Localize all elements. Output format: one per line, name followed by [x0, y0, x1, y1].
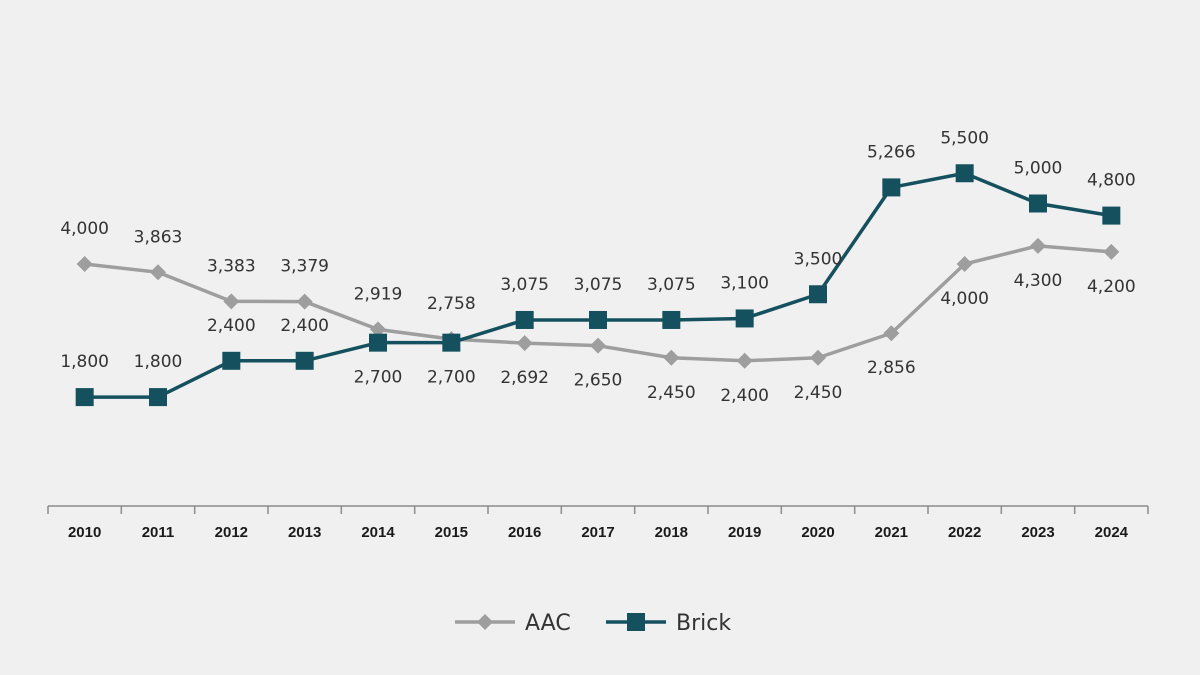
x-tick-label-2016: 2016 [508, 524, 541, 541]
series-aac [76, 237, 1120, 369]
data-label-brick-2011: 1,800 [134, 352, 183, 372]
x-tick-label-2011: 2011 [142, 524, 175, 541]
data-point-brick-2023 [1029, 194, 1047, 213]
data-point-aac-2021 [883, 325, 900, 342]
data-point-brick-2017 [589, 310, 607, 329]
data-point-aac-2013 [296, 293, 313, 310]
data-label-aac-2014: 2,919 [354, 284, 403, 304]
data-point-brick-2013 [295, 351, 314, 370]
data-label-aac-2021: 2,856 [867, 358, 916, 378]
data-point-aac-2020 [810, 349, 826, 366]
legend-label-brick: Brick [676, 611, 731, 636]
x-tick-label-2017: 2017 [581, 524, 614, 541]
data-point-brick-2011 [149, 388, 167, 407]
data-point-brick-2019 [735, 309, 754, 328]
data-point-brick-2022 [955, 164, 974, 183]
data-point-brick-2021 [882, 178, 901, 197]
data-label-aac-2024: 4,200 [1087, 277, 1136, 297]
legend: AAC Brick [455, 611, 731, 636]
data-label-aac-2017: 2,650 [574, 371, 623, 391]
x-tick-label-2010: 2010 [68, 524, 101, 541]
data-point-aac-2010 [76, 256, 93, 272]
x-tick-label-2012: 2012 [215, 524, 248, 541]
x-axis: 2010 2011 2012 2013 2014 2015 2016 2017 2018 2019… [47, 505, 1149, 541]
data-labels: 4,000 3,863 3,383 3,379 2,919 2,758 2,692 2,650… [60, 128, 1135, 406]
data-point-aac-2024 [1103, 243, 1120, 260]
data-label-brick-2017: 3,075 [574, 275, 623, 295]
data-label-aac-2023: 4,300 [1014, 271, 1063, 291]
data-point-brick-2016 [515, 310, 534, 329]
plot-area [75, 164, 1121, 407]
data-label-aac-2020: 2,450 [794, 383, 843, 403]
data-label-aac-2013: 3,379 [280, 257, 329, 277]
data-label-brick-2010: 1,800 [60, 352, 109, 372]
data-label-aac-2011: 3,863 [134, 227, 183, 247]
data-label-brick-2014: 2,700 [354, 368, 403, 388]
data-point-aac-2019 [736, 352, 753, 369]
data-label-aac-2015: 2,758 [427, 294, 476, 314]
data-point-aac-2018 [663, 349, 680, 366]
x-tick-label-2015: 2015 [435, 524, 468, 541]
data-label-brick-2013: 2,400 [280, 316, 329, 336]
data-label-brick-2018: 3,075 [647, 275, 696, 295]
data-point-brick-2024 [1102, 206, 1121, 225]
data-label-brick-2022: 5,500 [940, 128, 989, 148]
x-tick-label-2023: 2023 [1021, 524, 1054, 541]
legend-label-aac: AAC [525, 611, 571, 636]
data-label-aac-2016: 2,692 [500, 368, 549, 388]
data-label-brick-2016: 3,075 [500, 275, 549, 295]
data-point-aac-2016 [516, 335, 533, 352]
data-point-aac-2011 [150, 264, 166, 281]
data-point-brick-2018 [662, 310, 681, 329]
data-point-brick-2014 [369, 333, 387, 352]
data-label-brick-2015: 2,700 [427, 368, 476, 388]
x-tick-label-2024: 2024 [1095, 524, 1129, 541]
legend-marker-brick [627, 613, 645, 631]
x-tick-label-2014: 2014 [361, 524, 395, 541]
data-label-brick-2024: 4,800 [1087, 171, 1136, 191]
data-point-brick-2012 [222, 351, 241, 370]
data-point-aac-2014 [370, 321, 386, 338]
data-label-brick-2023: 5,000 [1014, 159, 1063, 179]
x-tick-label-2013: 2013 [288, 524, 321, 541]
data-point-aac-2012 [223, 293, 240, 310]
x-tick-label-2022: 2022 [948, 524, 981, 541]
x-tick-label-2019: 2019 [728, 524, 761, 541]
data-label-aac-2018: 2,450 [647, 383, 696, 403]
data-label-aac-2019: 2,400 [720, 386, 769, 406]
x-tick-label-2020: 2020 [801, 524, 834, 541]
data-label-aac-2022: 4,000 [940, 289, 989, 309]
data-point-aac-2023 [1030, 237, 1046, 254]
x-tick-label-2021: 2021 [875, 524, 908, 541]
legend-item-brick: Brick [606, 611, 731, 636]
data-point-brick-2015 [442, 333, 461, 352]
series-brick [75, 164, 1121, 407]
data-point-aac-2017 [590, 337, 606, 354]
data-point-brick-2010 [75, 388, 94, 407]
data-label-aac-2012: 3,383 [207, 256, 256, 276]
data-label-aac-2010: 4,000 [60, 219, 109, 239]
legend-marker-aac [477, 614, 493, 630]
x-tick-label-2018: 2018 [655, 524, 688, 541]
data-point-brick-2020 [809, 285, 827, 304]
data-point-aac-2022 [956, 256, 973, 272]
data-label-brick-2012: 2,400 [207, 316, 256, 336]
data-label-brick-2021: 5,266 [867, 142, 916, 162]
data-label-brick-2019: 3,100 [720, 273, 769, 293]
data-label-brick-2020: 3,500 [794, 249, 843, 269]
legend-item-aac: AAC [455, 611, 571, 636]
